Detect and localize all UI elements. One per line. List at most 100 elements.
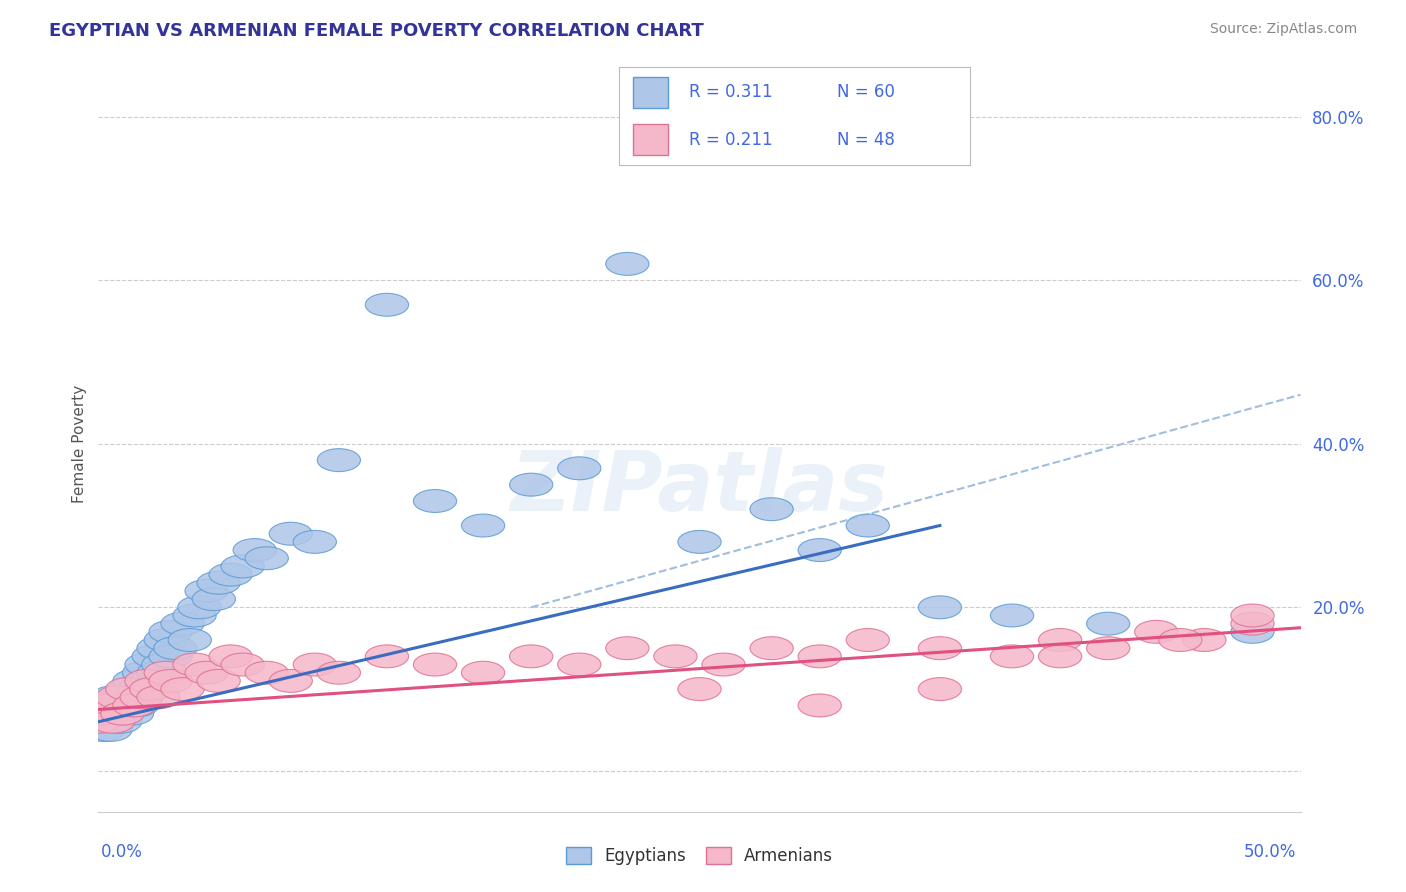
Ellipse shape <box>111 702 153 725</box>
Ellipse shape <box>918 596 962 619</box>
Ellipse shape <box>749 637 793 660</box>
Ellipse shape <box>149 621 193 643</box>
Text: Source: ZipAtlas.com: Source: ZipAtlas.com <box>1209 22 1357 37</box>
Ellipse shape <box>82 702 125 725</box>
Ellipse shape <box>749 498 793 521</box>
Ellipse shape <box>160 612 204 635</box>
Ellipse shape <box>84 702 128 725</box>
Ellipse shape <box>366 293 409 317</box>
Ellipse shape <box>233 539 277 562</box>
Ellipse shape <box>294 531 336 553</box>
Ellipse shape <box>193 588 235 610</box>
Bar <box>633 77 668 108</box>
Ellipse shape <box>149 645 193 668</box>
Ellipse shape <box>91 710 135 733</box>
Ellipse shape <box>173 604 217 627</box>
Ellipse shape <box>118 678 160 700</box>
Ellipse shape <box>136 686 180 708</box>
Ellipse shape <box>1230 621 1274 643</box>
Ellipse shape <box>105 694 149 717</box>
Ellipse shape <box>112 669 156 692</box>
Ellipse shape <box>509 474 553 496</box>
Ellipse shape <box>143 629 187 651</box>
Ellipse shape <box>221 653 264 676</box>
Ellipse shape <box>678 678 721 700</box>
Ellipse shape <box>101 702 143 725</box>
Ellipse shape <box>209 563 252 586</box>
Ellipse shape <box>122 661 166 684</box>
Ellipse shape <box>89 719 132 741</box>
Ellipse shape <box>105 678 149 700</box>
Ellipse shape <box>413 490 457 512</box>
Ellipse shape <box>149 669 193 692</box>
Ellipse shape <box>918 678 962 700</box>
Ellipse shape <box>197 571 240 594</box>
Ellipse shape <box>169 629 211 651</box>
Ellipse shape <box>136 637 180 660</box>
Ellipse shape <box>77 710 120 733</box>
Ellipse shape <box>96 686 139 708</box>
Ellipse shape <box>1087 612 1130 635</box>
Ellipse shape <box>115 694 159 717</box>
Ellipse shape <box>101 702 143 725</box>
Ellipse shape <box>799 539 841 562</box>
Ellipse shape <box>269 523 312 545</box>
Ellipse shape <box>990 604 1033 627</box>
Text: N = 60: N = 60 <box>837 84 894 102</box>
Ellipse shape <box>461 661 505 684</box>
Ellipse shape <box>129 678 173 700</box>
Ellipse shape <box>91 686 135 708</box>
Ellipse shape <box>153 637 197 660</box>
Text: R = 0.211: R = 0.211 <box>689 130 772 148</box>
Ellipse shape <box>318 449 360 472</box>
Ellipse shape <box>245 661 288 684</box>
Y-axis label: Female Poverty: Female Poverty <box>72 384 87 503</box>
Ellipse shape <box>125 653 169 676</box>
Ellipse shape <box>82 719 125 741</box>
Ellipse shape <box>366 645 409 668</box>
Ellipse shape <box>799 694 841 717</box>
Ellipse shape <box>606 637 650 660</box>
Ellipse shape <box>799 645 841 668</box>
Ellipse shape <box>125 669 169 692</box>
Ellipse shape <box>221 555 264 578</box>
Ellipse shape <box>160 678 204 700</box>
Ellipse shape <box>108 678 152 700</box>
Ellipse shape <box>606 252 650 276</box>
Ellipse shape <box>1087 637 1130 660</box>
Ellipse shape <box>96 694 139 717</box>
Ellipse shape <box>98 710 142 733</box>
Ellipse shape <box>509 645 553 668</box>
Text: N = 48: N = 48 <box>837 130 894 148</box>
Ellipse shape <box>1159 629 1202 651</box>
Text: ZIPatlas: ZIPatlas <box>510 448 889 528</box>
Ellipse shape <box>125 678 169 700</box>
Ellipse shape <box>209 645 252 668</box>
Ellipse shape <box>86 710 129 733</box>
Text: EGYPTIAN VS ARMENIAN FEMALE POVERTY CORRELATION CHART: EGYPTIAN VS ARMENIAN FEMALE POVERTY CORR… <box>49 22 704 40</box>
Ellipse shape <box>136 661 180 684</box>
Ellipse shape <box>1039 629 1081 651</box>
Ellipse shape <box>245 547 288 570</box>
Ellipse shape <box>86 694 129 717</box>
Ellipse shape <box>654 645 697 668</box>
Ellipse shape <box>120 686 163 708</box>
Text: 0.0%: 0.0% <box>101 843 143 861</box>
Ellipse shape <box>413 653 457 676</box>
Ellipse shape <box>318 661 360 684</box>
Legend: Egyptians, Armenians: Egyptians, Armenians <box>557 838 842 873</box>
Ellipse shape <box>142 653 186 676</box>
Ellipse shape <box>120 686 163 708</box>
Bar <box>633 124 668 155</box>
Ellipse shape <box>129 669 173 692</box>
Ellipse shape <box>197 669 240 692</box>
Ellipse shape <box>77 710 120 733</box>
Ellipse shape <box>112 686 156 708</box>
Ellipse shape <box>177 596 221 619</box>
Ellipse shape <box>89 694 132 717</box>
Ellipse shape <box>101 686 143 708</box>
Ellipse shape <box>143 661 187 684</box>
Ellipse shape <box>461 514 505 537</box>
Ellipse shape <box>1039 645 1081 668</box>
Ellipse shape <box>269 669 312 692</box>
